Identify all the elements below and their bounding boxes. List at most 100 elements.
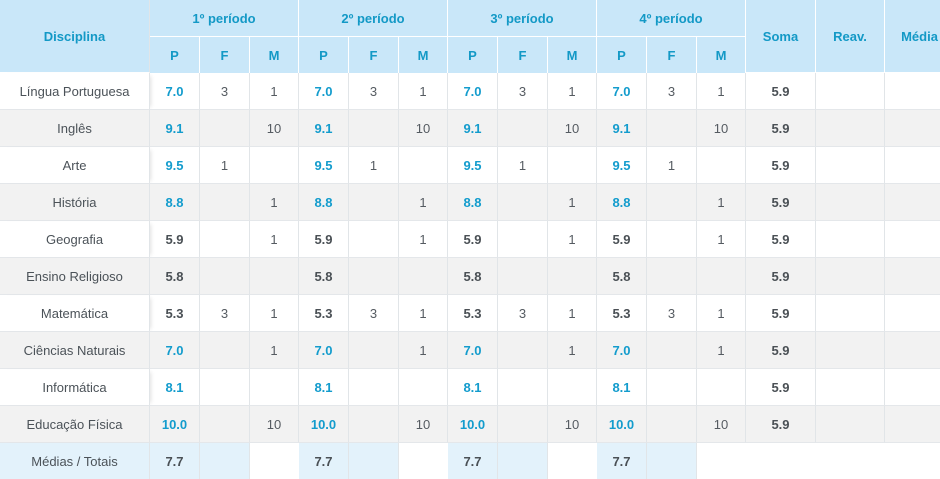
subheader-f-period-3: F [498,37,548,73]
header-disciplina[interactable]: Disciplina [0,0,150,73]
grade-p-period-2: 5.9 [299,221,349,258]
total-m-period-2 [399,443,448,479]
subheader-m-period-3: M [548,37,597,73]
reav-cell [816,73,885,110]
grade-m-period-1: 10 [250,406,299,443]
media-cell [885,73,940,110]
grade-f-period-2: 3 [349,73,399,110]
table-row[interactable]: Arte 9.5 1 9.5 1 9.5 1 9.5 1 5.9 [0,147,940,184]
grade-m-period-2: 1 [399,221,448,258]
grade-m-period-2: 1 [399,295,448,332]
grade-m-period-4: 1 [697,184,746,221]
grade-p-period-3: 5.9 [448,221,498,258]
grade-f-period-4 [647,110,697,147]
total-f-period-1 [200,443,250,479]
total-p-period-3: 7.7 [448,443,498,479]
subheader-f-period-2: F [349,37,399,73]
grade-p-period-1: 7.0 [150,332,200,369]
grade-f-period-2: 3 [349,295,399,332]
table-row[interactable]: Informática 8.1 8.1 8.1 8.1 5.9 [0,369,940,406]
grade-f-period-4: 3 [647,295,697,332]
grade-p-period-1: 9.5 [150,147,200,184]
table-row[interactable]: Ciências Naturais 7.0 1 7.0 1 7.0 1 7.0 1 5.9 [0,332,940,369]
grade-p-period-4: 7.0 [597,73,647,110]
grade-m-period-4 [697,147,746,184]
grade-p-period-2: 7.0 [299,332,349,369]
subject-name: Geografia [0,221,150,258]
grade-p-period-4: 9.5 [597,147,647,184]
grade-m-period-2: 1 [399,332,448,369]
soma-cell: 5.9 [746,332,816,369]
grade-p-period-1: 9.1 [150,110,200,147]
subheader-m-period-2: M [399,37,448,73]
grade-p-period-3: 5.3 [448,295,498,332]
grade-f-period-2 [349,110,399,147]
subheader-p-period-1: P [150,37,200,73]
grade-m-period-2 [399,369,448,406]
grade-f-period-1 [200,406,250,443]
grade-p-period-2: 9.1 [299,110,349,147]
reav-cell [816,221,885,258]
grade-m-period-4 [697,258,746,295]
media-cell [885,184,940,221]
media-cell [885,147,940,184]
grade-f-period-4: 1 [647,147,697,184]
subheader-m-period-4: M [697,37,746,73]
grade-f-period-3 [498,258,548,295]
grade-m-period-1 [250,369,299,406]
grade-p-period-2: 9.5 [299,147,349,184]
table-row[interactable]: Ensino Religioso 5.8 5.8 5.8 5.8 5.9 [0,258,940,295]
subheader-f-period-4: F [647,37,697,73]
grade-m-period-3: 1 [548,73,597,110]
grade-f-period-2 [349,332,399,369]
grade-m-period-4: 1 [697,332,746,369]
grade-f-period-1 [200,369,250,406]
total-m-period-3 [548,443,597,479]
soma-cell: 5.9 [746,258,816,295]
header-soma[interactable]: Soma [746,0,816,73]
grade-p-period-2: 10.0 [299,406,349,443]
table-row[interactable]: História 8.8 1 8.8 1 8.8 1 8.8 1 5.9 [0,184,940,221]
grade-m-period-1 [250,258,299,295]
table-row[interactable]: Educação Física 10.0 10 10.0 10 10.0 10 10.0 10 5… [0,406,940,443]
grade-f-period-2 [349,369,399,406]
soma-cell: 5.9 [746,184,816,221]
grade-f-period-2 [349,221,399,258]
reav-cell [816,369,885,406]
grade-m-period-1: 10 [250,110,299,147]
header-media[interactable]: Média [885,0,940,73]
grade-f-period-1 [200,110,250,147]
soma-cell: 5.9 [746,147,816,184]
soma-cell: 5.9 [746,406,816,443]
subject-name: Inglês [0,110,150,147]
grade-p-period-4: 9.1 [597,110,647,147]
grade-f-period-3 [498,110,548,147]
grade-m-period-3: 1 [548,332,597,369]
grade-m-period-4: 10 [697,406,746,443]
table-row[interactable]: Inglês 9.1 10 9.1 10 9.1 10 9.1 10 5.9 [0,110,940,147]
grade-p-period-1: 5.9 [150,221,200,258]
grade-p-period-2: 5.8 [299,258,349,295]
subject-name: Ensino Religioso [0,258,150,295]
table-header: Disciplina 1º período 2º período 3º perí… [0,0,940,73]
grade-p-period-4: 8.1 [597,369,647,406]
grade-f-period-2: 1 [349,147,399,184]
grade-f-period-3 [498,369,548,406]
media-cell [885,258,940,295]
media-cell [885,110,940,147]
table-row[interactable]: Matemática 5.3 3 1 5.3 3 1 5.3 3 1 5.3 3 1 5.9 [0,295,940,332]
grade-p-period-3: 8.8 [448,184,498,221]
subject-name: Arte [0,147,150,184]
grade-f-period-2 [349,184,399,221]
totals-tail [746,443,940,479]
table-row[interactable]: Geografia 5.9 1 5.9 1 5.9 1 5.9 1 5.9 [0,221,940,258]
grade-p-period-2: 5.3 [299,295,349,332]
grade-f-period-1 [200,332,250,369]
table-row[interactable]: Língua Portuguesa 7.0 3 1 7.0 3 1 7.0 3 1 7.0 3 1 5.9 [0,73,940,110]
reav-cell [816,147,885,184]
subheader-p-period-2: P [299,37,349,73]
grade-p-period-3: 9.5 [448,147,498,184]
grade-p-period-1: 7.0 [150,73,200,110]
header-reav[interactable]: Reav. [816,0,885,73]
grade-p-period-3: 7.0 [448,332,498,369]
